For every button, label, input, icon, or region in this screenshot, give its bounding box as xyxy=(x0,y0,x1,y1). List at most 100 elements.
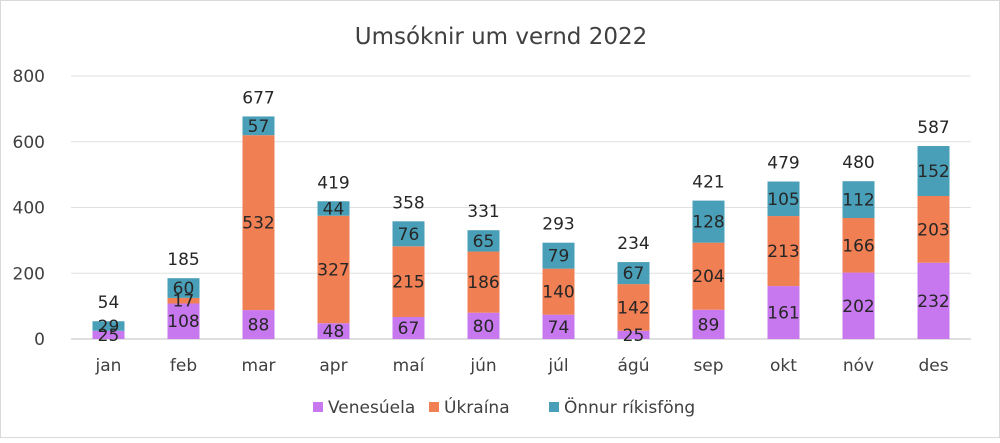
data-label: 48 xyxy=(323,322,345,342)
bar-segment xyxy=(242,310,275,339)
data-label: 17 xyxy=(173,292,195,312)
bar-segment xyxy=(467,312,500,339)
bar-segment xyxy=(392,316,425,339)
data-label: 161 xyxy=(767,304,799,324)
bar-segment xyxy=(167,297,200,304)
data-label: 60 xyxy=(173,279,195,299)
bar-segment xyxy=(617,262,650,285)
legend: Venesúela Úkraína Önnur ríkisföng xyxy=(313,396,695,418)
chart-title: Umsóknir um vernd 2022 xyxy=(355,24,647,50)
x-tick-label: nóv xyxy=(843,356,874,376)
bar-segment xyxy=(92,321,125,331)
total-label: 331 xyxy=(467,202,499,222)
data-label: 25 xyxy=(98,326,120,346)
total-label: 421 xyxy=(692,173,724,193)
bar-segment xyxy=(167,303,200,339)
total-label: 677 xyxy=(242,88,274,108)
data-label: 74 xyxy=(548,318,570,338)
bar-segment xyxy=(917,195,950,263)
total-label: 587 xyxy=(917,118,949,138)
bar-segment xyxy=(542,314,575,339)
x-axis: jan feb mar apr maí jún júl ágú sep okt nóv des xyxy=(95,356,949,376)
data-label: 213 xyxy=(767,242,799,262)
data-label: 108 xyxy=(167,312,199,332)
data-label: 232 xyxy=(917,292,949,312)
y-axis: 0 200 400 600 800 xyxy=(13,67,45,350)
bar-segment xyxy=(317,201,350,216)
gridlines xyxy=(71,75,971,340)
legend-label: Önnur ríkisföng xyxy=(564,396,695,418)
data-label: 186 xyxy=(467,273,499,293)
x-tick-label: feb xyxy=(170,356,197,376)
legend-label: Úkraína xyxy=(444,396,510,418)
data-label: 532 xyxy=(242,214,274,234)
legend-swatch xyxy=(313,402,323,412)
bar-segment xyxy=(467,251,500,313)
data-label: 140 xyxy=(542,283,574,303)
bar-segment xyxy=(617,330,650,339)
y-tick-label: 0 xyxy=(34,330,45,350)
bar-segment xyxy=(692,309,725,339)
bar-segment xyxy=(92,330,125,339)
bar-segment xyxy=(542,242,575,269)
bar-segment xyxy=(842,218,875,273)
legend-swatch xyxy=(429,402,439,412)
data-label: 79 xyxy=(548,247,570,267)
bar-segment xyxy=(692,200,725,243)
x-tick-label: jan xyxy=(95,356,122,376)
data-label: 89 xyxy=(698,315,720,335)
y-tick-label: 800 xyxy=(13,67,45,87)
legend-swatch xyxy=(549,402,559,412)
bar-segment xyxy=(767,181,800,217)
data-labels: 2529541081760185885325767748327444196721… xyxy=(98,88,950,345)
data-label: 67 xyxy=(623,264,645,284)
data-label: 88 xyxy=(248,316,270,336)
bar-segment xyxy=(242,135,275,311)
total-label: 479 xyxy=(767,154,799,174)
x-tick-label: apr xyxy=(319,356,347,376)
data-label: 57 xyxy=(248,117,270,137)
x-tick-label: okt xyxy=(770,356,797,376)
data-label: 202 xyxy=(842,297,874,317)
x-tick-label: mar xyxy=(242,356,276,376)
bar-segment xyxy=(842,181,875,219)
total-label: 234 xyxy=(617,234,649,254)
y-tick-label: 600 xyxy=(13,133,45,153)
data-label: 152 xyxy=(917,162,949,182)
data-label: 166 xyxy=(842,236,874,256)
bar-segment xyxy=(692,242,725,310)
total-label: 480 xyxy=(842,153,874,173)
data-label: 203 xyxy=(917,220,949,240)
y-tick-label: 200 xyxy=(13,264,45,284)
bar-segment xyxy=(542,268,575,315)
data-label: 128 xyxy=(692,213,724,233)
x-tick-label: ágú xyxy=(618,356,650,376)
bar-segment xyxy=(917,146,950,196)
bar-segment xyxy=(467,230,500,252)
bar-segment xyxy=(167,278,200,298)
bar-segment xyxy=(392,221,425,247)
data-label: 67 xyxy=(398,319,420,339)
bar-segment xyxy=(842,272,875,339)
data-label: 29 xyxy=(98,317,120,337)
data-label: 80 xyxy=(473,317,495,337)
total-label: 185 xyxy=(167,250,199,270)
bar-segment xyxy=(617,284,650,331)
data-label: 44 xyxy=(323,199,345,219)
bar-segment xyxy=(317,323,350,339)
legend-label: Venesúela xyxy=(328,398,415,418)
bar-segment xyxy=(767,216,800,287)
data-label: 142 xyxy=(617,298,649,318)
total-label: 293 xyxy=(542,215,574,235)
x-tick-label: júl xyxy=(547,356,568,376)
x-tick-label: des xyxy=(918,356,948,376)
bar-segment xyxy=(917,262,950,339)
data-label: 204 xyxy=(692,267,724,287)
x-tick-label: maí xyxy=(393,356,426,376)
data-label: 76 xyxy=(398,225,420,245)
bar-segment xyxy=(392,246,425,317)
data-label: 215 xyxy=(392,273,424,293)
data-label: 105 xyxy=(767,190,799,210)
